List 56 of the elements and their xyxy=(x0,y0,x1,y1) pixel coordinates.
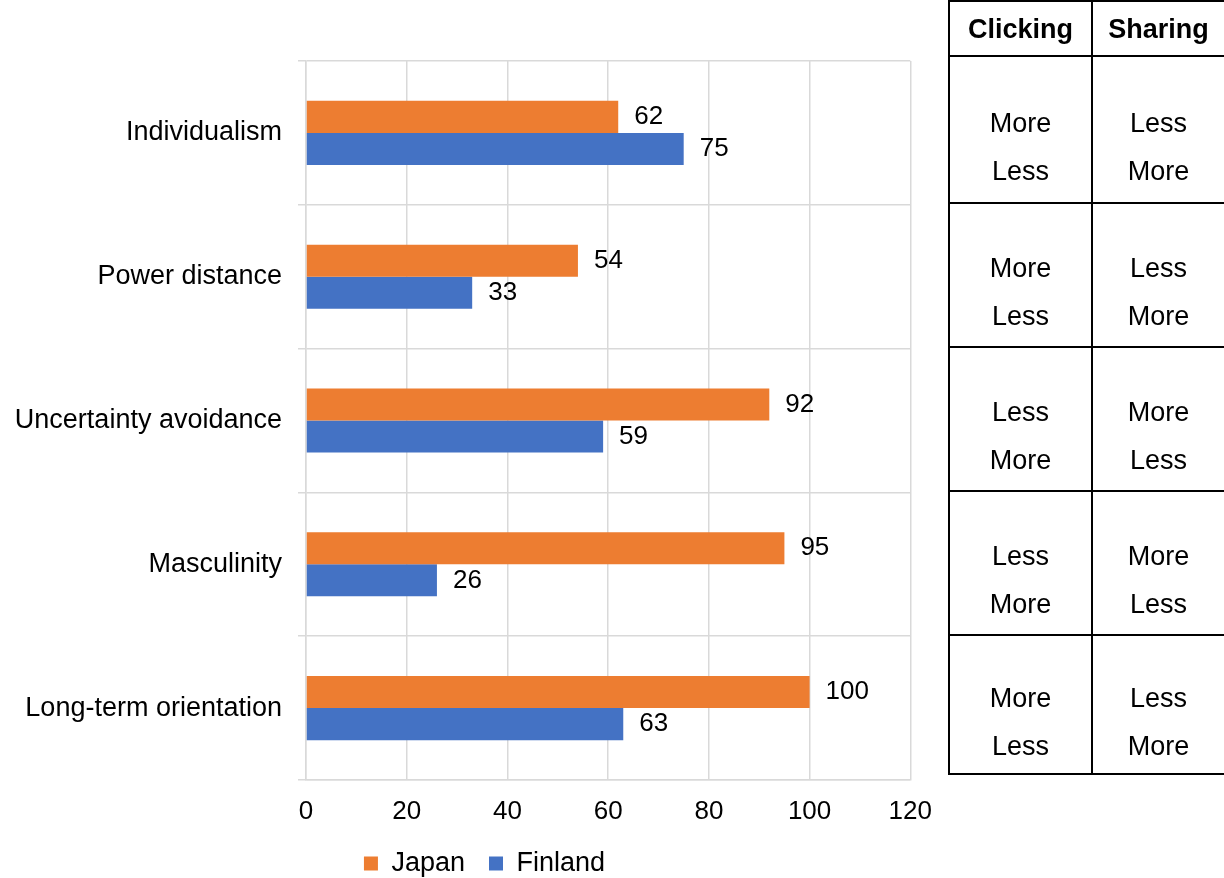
y-tick-label: Long-term orientation xyxy=(25,691,282,722)
data-label: 62 xyxy=(634,100,664,131)
bar xyxy=(306,388,770,421)
text: Less xyxy=(991,541,1050,571)
bar xyxy=(306,276,473,309)
x-tick-label: 80 xyxy=(694,794,724,825)
text: More xyxy=(989,682,1052,713)
text: Less xyxy=(1129,589,1188,619)
data-label: 95 xyxy=(800,531,830,562)
data-label: 59 xyxy=(619,419,649,450)
text: More xyxy=(989,445,1052,475)
bar xyxy=(306,244,578,277)
bar xyxy=(306,708,624,741)
x-tick-label: 60 xyxy=(593,794,623,825)
text: Less xyxy=(991,730,1050,761)
text: Less xyxy=(1129,107,1188,138)
text: More xyxy=(1127,541,1190,571)
bar xyxy=(306,676,810,709)
text: More xyxy=(1127,397,1190,427)
data-label: 100 xyxy=(825,675,869,706)
text: Less xyxy=(991,155,1050,186)
text: More xyxy=(1127,730,1190,761)
legend-label: Japan xyxy=(391,846,466,877)
text: More xyxy=(989,253,1052,283)
legend-label: Finland xyxy=(516,846,606,877)
y-tick-label: Individualism xyxy=(125,116,282,147)
bar xyxy=(306,532,785,565)
y-tick-label: Power distance xyxy=(97,260,282,291)
text: More xyxy=(1127,301,1190,331)
bar xyxy=(306,564,437,597)
data-label: 63 xyxy=(639,707,669,738)
x-tick-label: 40 xyxy=(492,794,522,825)
text: More xyxy=(1127,155,1190,186)
y-tick-label: Uncertainty avoidance xyxy=(14,403,282,434)
bar xyxy=(306,100,619,133)
category-label: Sharing xyxy=(1108,13,1209,44)
category-label: Clicking xyxy=(967,13,1074,44)
text: Less xyxy=(1129,682,1188,713)
x-tick-label: 100 xyxy=(787,794,832,825)
x-tick-label: 0 xyxy=(298,794,314,825)
text: Less xyxy=(991,301,1050,331)
text: Less xyxy=(991,397,1050,427)
text: Less xyxy=(1129,445,1188,475)
data-label: 26 xyxy=(452,563,482,594)
text: Less xyxy=(1129,253,1188,283)
bar xyxy=(306,420,604,453)
y-tick-label: Masculinity xyxy=(148,547,283,578)
text: More xyxy=(989,107,1052,138)
x-tick-label: 120 xyxy=(888,794,933,825)
x-tick-label: 20 xyxy=(392,794,422,825)
data-label: 92 xyxy=(785,387,815,418)
text: More xyxy=(989,589,1052,619)
data-label: 54 xyxy=(593,243,623,274)
data-label: 33 xyxy=(488,275,518,306)
bar xyxy=(306,132,684,165)
data-label: 75 xyxy=(699,132,729,163)
